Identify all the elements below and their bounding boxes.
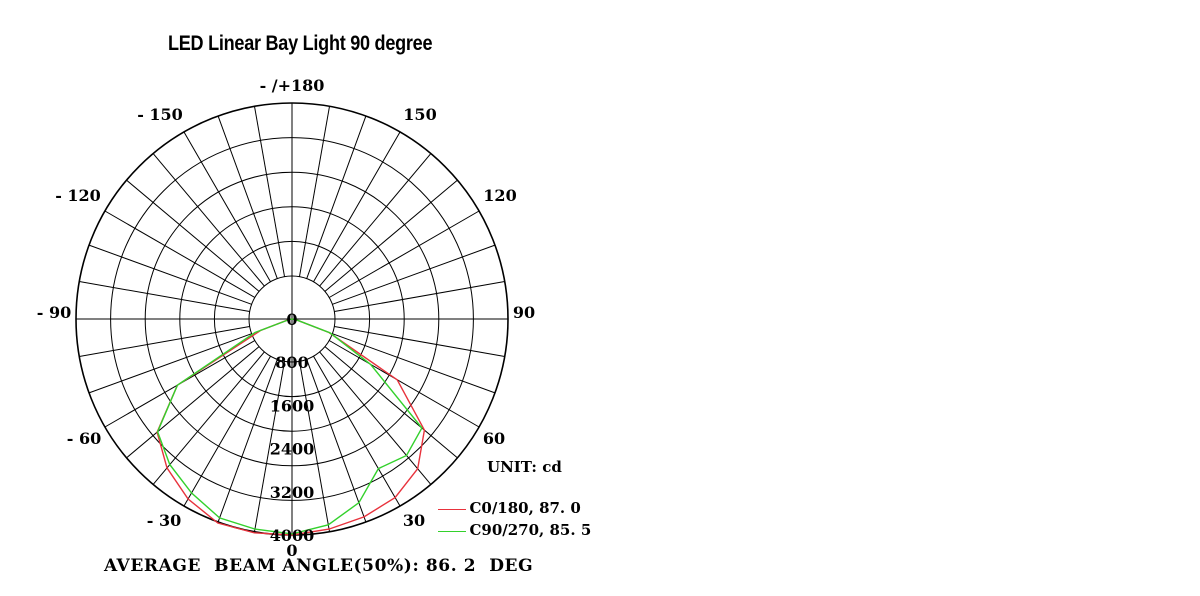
grid-spoke bbox=[306, 359, 367, 523]
grid-spoke bbox=[334, 325, 505, 358]
legend-item-c90-270: C90/270, 85. 5 bbox=[428, 503, 591, 539]
grid-spoke bbox=[104, 210, 256, 298]
series-line-c90-270 bbox=[156, 318, 423, 535]
grid-spoke bbox=[319, 153, 432, 287]
grid-spoke bbox=[88, 244, 252, 305]
grid-spoke bbox=[152, 153, 265, 287]
grid-spoke bbox=[217, 359, 278, 523]
legend-label-c0-180: C0/180, 87. 0 bbox=[469, 499, 581, 517]
angle-label-60: 60 bbox=[483, 429, 505, 448]
grid-spoke bbox=[79, 280, 250, 313]
radial-label-3200: 3200 bbox=[270, 483, 315, 502]
angle-label-minus-150: - 150 bbox=[137, 105, 183, 124]
grid-spoke bbox=[324, 346, 458, 459]
grid-spoke bbox=[253, 361, 286, 532]
series-line-c0-180 bbox=[156, 318, 426, 536]
grid-spoke bbox=[183, 131, 271, 283]
radial-label-800: 800 bbox=[275, 353, 308, 372]
angle-label-0: 0 bbox=[286, 541, 297, 560]
legend-item-c0-180: C0/180, 87. 0 bbox=[428, 481, 581, 517]
grid-spoke bbox=[298, 361, 331, 532]
grid-spoke bbox=[126, 346, 260, 459]
axis-labels: 0 30 60 90 120 150 - /+180 - 150 - 120 - 90 - 60 - … bbox=[37, 76, 535, 560]
grid-spoke bbox=[152, 351, 265, 485]
grid-spoke bbox=[253, 106, 286, 277]
chart-title: LED Linear Bay Light 90 degree bbox=[168, 32, 433, 55]
grid-spoke bbox=[298, 106, 331, 277]
angle-label-minus-60: - 60 bbox=[67, 429, 101, 448]
angle-label-minus-90: - 90 bbox=[37, 303, 71, 322]
legend-label-c90-270: C90/270, 85. 5 bbox=[469, 521, 592, 539]
grid-spoke bbox=[126, 179, 260, 292]
grid-spoke bbox=[313, 131, 401, 283]
grid-spoke bbox=[332, 333, 496, 394]
angle-label-180: - /+180 bbox=[260, 76, 325, 95]
angle-label-30: 30 bbox=[403, 511, 425, 530]
grid-spoke bbox=[328, 340, 480, 428]
grid-spoke bbox=[88, 333, 252, 394]
legend-swatch-c0-180 bbox=[438, 508, 467, 510]
grid-spoke bbox=[328, 210, 480, 298]
angle-label-120: 120 bbox=[483, 186, 516, 205]
grid-spoke bbox=[334, 280, 505, 313]
grid-spoke bbox=[79, 325, 250, 358]
angle-label-90: 90 bbox=[513, 303, 535, 322]
legend-swatch-c90-270 bbox=[438, 530, 467, 532]
grid-spoke bbox=[313, 355, 401, 507]
beam-angle-footer: AVERAGE BEAM ANGLE(50%): 86. 2 DEG bbox=[104, 556, 534, 576]
grid-spoke bbox=[324, 179, 458, 292]
angle-label-minus-30: - 30 bbox=[147, 511, 181, 530]
polar-grid bbox=[75, 102, 509, 536]
radial-label-2400: 2400 bbox=[270, 440, 315, 459]
radial-label-0: 0 bbox=[286, 310, 297, 329]
angle-label-minus-120: - 120 bbox=[55, 186, 101, 205]
grid-spoke bbox=[332, 244, 496, 305]
angle-label-150: 150 bbox=[403, 105, 436, 124]
radial-label-4000: 4000 bbox=[270, 526, 315, 545]
grid-spoke bbox=[217, 115, 278, 279]
grid-spoke bbox=[306, 115, 367, 279]
grid-spoke bbox=[183, 355, 271, 507]
grid-spoke bbox=[319, 351, 432, 485]
unit-label: UNIT: cd bbox=[487, 458, 562, 476]
radial-label-1600: 1600 bbox=[270, 396, 315, 415]
series-layer bbox=[156, 318, 426, 536]
